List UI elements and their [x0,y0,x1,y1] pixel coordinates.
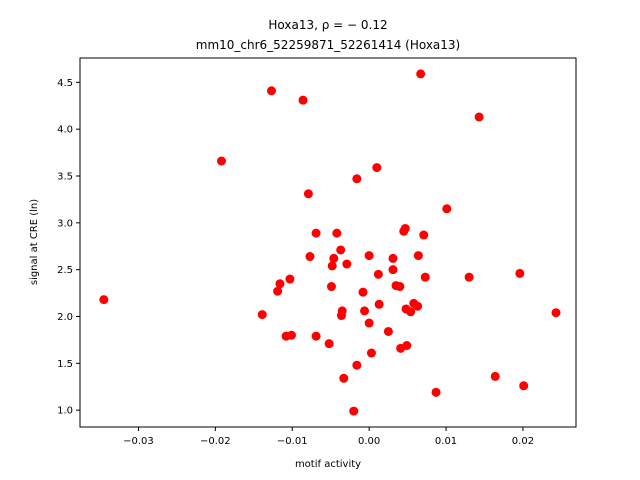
data-point-16 [327,261,337,271]
data-point-55 [474,112,484,122]
data-point-42 [400,223,410,233]
data-point-57 [515,268,525,278]
data-point-52 [431,387,441,397]
y-axis-label: signal at CRE (ln) [29,199,40,285]
plot-area-frame [79,57,577,428]
data-point-9 [298,95,308,105]
data-point-33 [373,269,383,279]
data-point-7 [285,274,295,284]
data-point-14 [324,339,334,349]
y-tick-label: 4.5 [57,78,73,89]
data-point-22 [339,373,349,383]
data-point-17 [329,253,339,263]
data-point-8 [286,330,296,340]
x-axis-label: motif activity [295,459,361,470]
y-tick-label: 2.0 [57,312,73,323]
data-point-30 [364,318,374,328]
data-point-29 [364,251,374,261]
data-point-15 [326,282,336,292]
x-tick-label: −0.01 [277,436,308,447]
data-point-35 [383,326,393,336]
y-tick-label: 2.5 [57,265,73,276]
data-point-10 [303,189,313,199]
data-point-44 [402,341,412,351]
data-point-26 [352,360,362,370]
data-point-25 [352,174,362,184]
x-tick-label: 0.01 [435,436,457,447]
chart-title-line1: Hoxa13, ρ = − 0.12 [268,18,387,32]
data-points [99,69,561,416]
y-tick-label: 1.5 [57,359,73,370]
data-point-48 [413,251,423,261]
data-point-53 [442,204,452,214]
data-point-28 [360,306,370,316]
data-point-39 [395,282,405,292]
data-point-50 [419,230,429,240]
x-axis-ticks: −0.03 −0.02 −0.01 0.00 0.01 0.02 [123,427,534,447]
data-point-19 [336,245,346,255]
data-point-5 [275,279,285,289]
x-tick-label: −0.02 [200,436,231,447]
data-point-24 [349,406,359,416]
data-point-49 [416,69,426,79]
data-point-0 [99,295,109,305]
x-tick-label: 0.00 [358,436,380,447]
data-point-34 [374,299,384,309]
data-point-3 [266,86,276,96]
data-point-1 [216,156,226,166]
data-point-11 [305,252,315,262]
data-point-23 [342,259,352,269]
y-tick-label: 4.0 [57,125,73,136]
data-point-58 [519,381,529,391]
data-point-31 [366,348,376,358]
data-point-45 [406,307,416,317]
data-point-56 [490,371,500,381]
data-point-47 [413,301,423,311]
chart-title-line2: mm10_chr6_52259871_52261414 (Hoxa13) [196,38,460,52]
data-point-51 [420,272,430,282]
data-point-13 [311,331,321,341]
data-point-59 [551,308,561,318]
data-point-12 [311,228,321,238]
y-axis-ticks: 1.0 1.5 2.0 2.5 3.0 3.5 4.0 4.5 [57,78,80,417]
data-point-18 [332,228,342,238]
x-tick-label: 0.02 [512,436,534,447]
y-tick-label: 3.0 [57,218,73,229]
y-tick-label: 3.5 [57,172,73,183]
data-point-4 [273,286,283,296]
data-point-27 [358,287,368,297]
data-point-36 [388,253,398,263]
data-point-21 [337,306,347,316]
data-point-32 [372,163,382,173]
y-tick-label: 1.0 [57,406,73,417]
data-point-54 [464,272,474,282]
x-tick-label: −0.03 [123,436,154,447]
data-point-2 [257,310,267,320]
data-point-37 [388,265,398,275]
